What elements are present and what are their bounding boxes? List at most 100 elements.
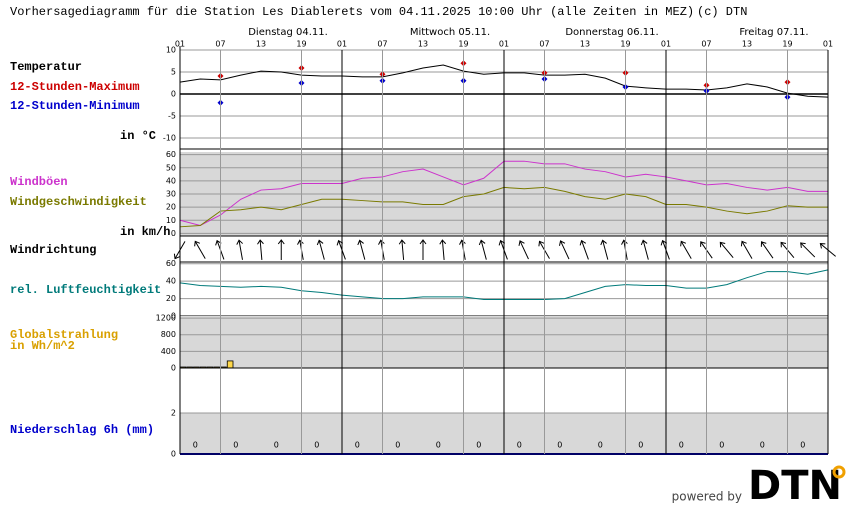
x-tick-label: 13 <box>256 40 266 49</box>
y-tick-label: 40 <box>166 277 176 286</box>
value-label: 0 <box>517 441 522 450</box>
y-tick-label: 50 <box>166 163 176 172</box>
y-tick-label: 2 <box>171 409 176 418</box>
value-label: 0 <box>638 441 643 450</box>
value-label: 0 <box>557 441 562 450</box>
y-tick-label: 0 <box>171 450 176 459</box>
x-tick-label: 19 <box>620 40 630 49</box>
wind-arrow <box>277 239 285 260</box>
wind-arrow <box>579 239 589 260</box>
x-tick-label: 07 <box>701 40 711 49</box>
wind-arrow <box>680 240 692 259</box>
y-tick-label: 5 <box>171 68 176 77</box>
wind-arrow <box>257 239 264 261</box>
x-tick-label: 19 <box>782 40 792 49</box>
y-tick-label: 0 <box>171 229 176 238</box>
panel-label: Windrichtung <box>10 243 96 257</box>
value-label: 0 <box>274 441 279 450</box>
x-tick-label: 19 <box>458 40 468 49</box>
wind-arrow <box>194 240 206 259</box>
y-tick-label: 60 <box>166 259 176 268</box>
x-tick-label: 19 <box>296 40 306 49</box>
legend-label: rel. Luftfeuchtigkeit <box>10 283 161 297</box>
x-tick-label: 01 <box>337 40 347 49</box>
wind-arrow <box>800 242 816 258</box>
y-tick-label: -5 <box>168 112 176 121</box>
value-label: 0 <box>395 441 400 450</box>
wind-arrow <box>439 239 447 261</box>
value-label: 0 <box>355 441 360 450</box>
day-label: Dienstag 04.11. <box>248 27 328 38</box>
y-tick-label: 0 <box>171 312 176 321</box>
page-title: Vorhersagediagramm für die Station Les D… <box>10 5 694 19</box>
wind-arrow <box>316 239 325 260</box>
y-tick-label: 30 <box>166 190 176 199</box>
powered-by: powered by <box>672 490 742 504</box>
plots: -10 -5 0 5 10 Temperatur 12-Stunden-Maximum 12-… <box>10 27 836 459</box>
wind-arrow <box>740 240 753 259</box>
value-label: 0 <box>760 441 765 450</box>
day-label: Mittwoch 05.11. <box>410 27 490 38</box>
value-label: 0 <box>436 441 441 450</box>
y-tick-label: 20 <box>166 294 176 303</box>
day-label: Freitag 07.11. <box>739 27 808 38</box>
x-tick-label: 13 <box>418 40 428 49</box>
wind-arrow <box>236 239 244 260</box>
panel-label: Globalstrahlung <box>10 328 118 342</box>
y-tick-label: 40 <box>166 176 176 185</box>
unit-label: in Wh/m^2 <box>10 339 75 353</box>
value-label: 0 <box>719 441 724 450</box>
unit-label: in °C <box>120 129 156 143</box>
legend-label: 12-Stunden-Minimum <box>10 99 140 113</box>
value-label: 0 <box>314 441 319 450</box>
wind-arrow <box>719 241 734 258</box>
wind-arrow <box>760 241 774 259</box>
wind-arrow <box>357 239 366 260</box>
legend-label: Windgeschwindigkeit <box>10 195 147 209</box>
bar <box>226 360 234 369</box>
value-label: 0 <box>476 441 481 450</box>
day-label: Donnerstag 06.11. <box>565 27 658 38</box>
y-tick-label: -10 <box>163 134 176 143</box>
x-tick-label: 01 <box>823 40 833 49</box>
panel-label: Niederschlag 6h (mm) <box>10 423 154 437</box>
legend-label: 12-Stunden-Maximum <box>10 80 140 94</box>
wind-arrow <box>640 239 649 260</box>
logo-dot <box>832 465 846 479</box>
x-tick-label: 13 <box>580 40 590 49</box>
x-tick-label: 07 <box>215 40 225 49</box>
y-tick-label: 0 <box>171 90 176 99</box>
wind-arrow <box>398 239 406 261</box>
wind-arrow <box>559 240 570 260</box>
y-tick-label: 10 <box>166 46 176 55</box>
x-tick-label: 07 <box>377 40 387 49</box>
y-tick-label: 60 <box>166 150 176 159</box>
y-tick-label: 1200 <box>156 314 176 323</box>
x-tick-label: 01 <box>499 40 509 49</box>
x-tick-label: 01 <box>661 40 671 49</box>
value-label: 0 <box>598 441 603 450</box>
logo: DTN <box>748 463 842 509</box>
unit-label: in km/h <box>120 225 170 239</box>
wind-arrow <box>518 240 529 260</box>
legend-label: Windböen <box>10 175 68 189</box>
wind-arrow <box>600 239 609 260</box>
y-tick-label: 20 <box>166 203 176 212</box>
y-tick-label: 0 <box>171 364 176 373</box>
wind-arrow <box>478 239 487 260</box>
copyright: (c) DTN <box>697 5 747 19</box>
x-tick-label: 13 <box>742 40 752 49</box>
y-tick-label: 10 <box>166 216 176 225</box>
value-label: 0 <box>679 441 684 450</box>
y-tick-label: 400 <box>161 347 176 356</box>
legend-label: Temperatur <box>10 60 82 74</box>
x-tick-label: 01 <box>175 40 185 49</box>
value-label: 0 <box>233 441 238 450</box>
value-label: 0 <box>193 441 198 450</box>
y-tick-label: 800 <box>161 330 176 339</box>
value-label: 0 <box>800 441 805 450</box>
wind-arrow <box>419 239 427 260</box>
x-tick-label: 07 <box>539 40 549 49</box>
